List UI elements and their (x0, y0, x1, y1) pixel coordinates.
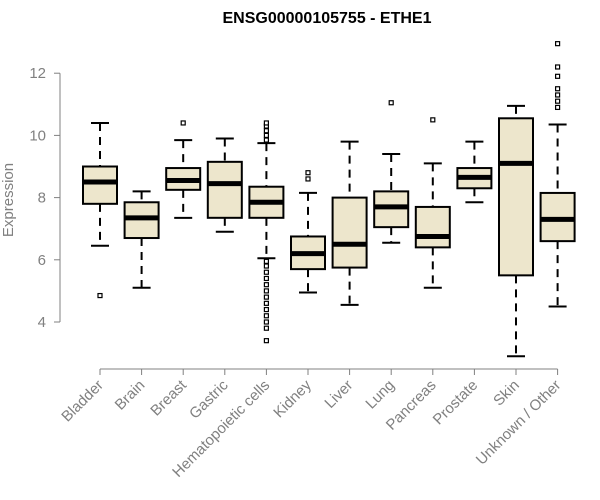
y-axis-label: Expression (0, 163, 17, 237)
x-tick-label: Brain (112, 377, 149, 414)
outlier-point (263, 325, 269, 331)
box-unknown-other (539, 41, 576, 308)
outlier-point (554, 64, 561, 70)
x-tick-label: Prostate (430, 377, 482, 429)
x-tick-label: Skin (490, 377, 523, 410)
x-tick-label: Lung (362, 377, 398, 413)
y-tick-label: 10 (29, 127, 46, 144)
box-iqr (498, 117, 534, 277)
box-lung (373, 100, 410, 244)
x-tick-label: Kidney (270, 376, 315, 421)
outlier-point (180, 120, 186, 126)
outlier-point (263, 275, 269, 282)
x-tick-label: Breast (147, 376, 190, 419)
outlier-point (97, 292, 103, 299)
outlier-point (305, 170, 311, 176)
x-tick-label: Liver (321, 377, 356, 412)
box-liver (331, 140, 368, 306)
outlier-point (263, 132, 269, 138)
box-breast (165, 120, 202, 219)
box-series (82, 41, 576, 358)
outlier-point (305, 176, 311, 182)
outlier-point (263, 288, 269, 294)
outlier-point (554, 92, 561, 98)
y-tick-label: 4 (38, 314, 46, 331)
outlier-point (263, 120, 269, 126)
outlier-point (554, 86, 561, 92)
outlier-point (263, 319, 269, 325)
box-pancreas (414, 117, 451, 289)
box-gastric (206, 137, 243, 233)
box-brain (123, 190, 160, 289)
outlier-point (554, 41, 561, 47)
outlier-point (430, 117, 436, 123)
outlier-point (263, 269, 269, 275)
box-prostate (456, 140, 493, 204)
outlier-point (263, 258, 269, 264)
outlier-point (263, 294, 269, 300)
outlier-point (263, 313, 269, 319)
y-tick-label: 6 (38, 252, 46, 269)
outlier-point (263, 137, 269, 143)
x-tick-label: Bladder (58, 377, 107, 426)
outlier-point (554, 98, 561, 104)
outlier-point (263, 128, 269, 134)
y-tick-label: 8 (38, 190, 46, 207)
box-iqr (331, 196, 368, 269)
box-kidney (290, 170, 326, 294)
box-iqr (414, 205, 451, 249)
box-bladder (82, 121, 118, 299)
box-iqr (82, 165, 118, 205)
box-iqr (206, 160, 243, 219)
box-skin (498, 104, 534, 358)
chart-title: ENSG00000105755 - ETHE1 (222, 10, 431, 27)
y-tick-label: 12 (29, 65, 46, 82)
outlier-point (554, 73, 561, 79)
outlier-point (263, 263, 269, 269)
outlier-point (263, 300, 269, 306)
y-axis: 4 6 8 10 12 (29, 65, 61, 331)
outlier-point (263, 282, 269, 288)
outlier-point (554, 104, 561, 111)
outlier-point (263, 306, 269, 313)
outlier-point (263, 338, 269, 344)
outlier-point (388, 100, 394, 106)
box-hematopoietic-cells (248, 120, 285, 344)
